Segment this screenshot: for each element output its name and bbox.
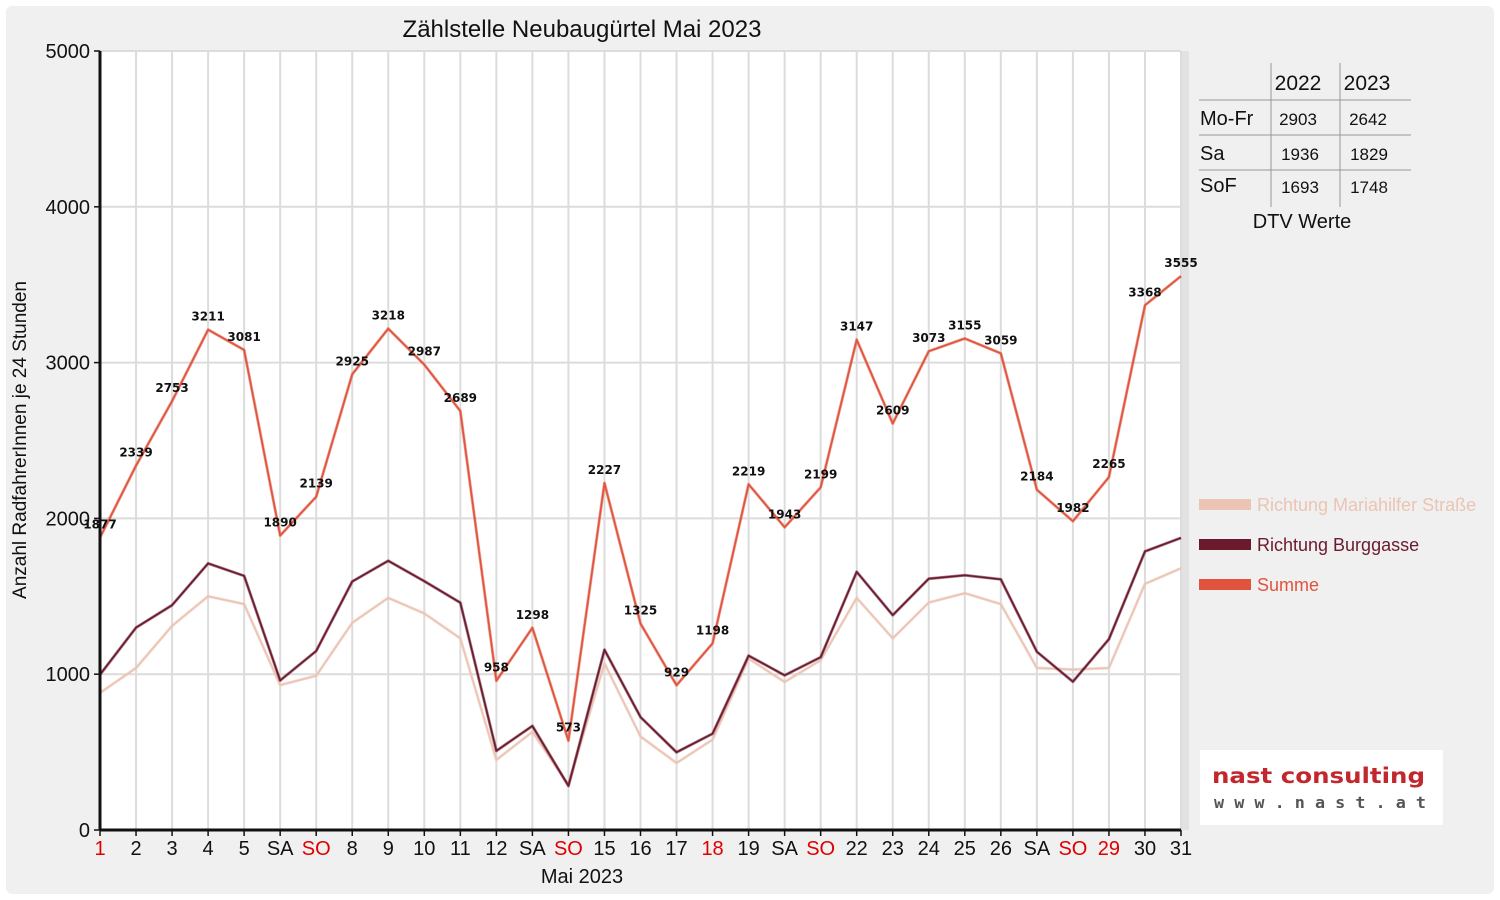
data-label: 3555 [1164, 256, 1197, 270]
legend-label-summe: Summe [1257, 575, 1319, 595]
x-tick-label: SA [519, 838, 546, 860]
data-label: 2219 [732, 464, 765, 478]
dtv-cell: 2642 [1349, 110, 1387, 129]
legend: Richtung Mariahilfer Straße Richtung Bur… [1199, 495, 1476, 595]
nast-consulting-logo: nast consulting w w w . n a s t . a t [1200, 750, 1443, 825]
dtv-cell: 1829 [1350, 145, 1388, 164]
data-label: 3218 [372, 309, 405, 323]
data-label: 2339 [119, 446, 152, 460]
chart-title: Zählstelle Neubaugürtel Mai 2023 [403, 16, 762, 43]
legend-label-burggasse: Richtung Burggasse [1257, 535, 1419, 555]
data-label: 3155 [948, 318, 981, 332]
x-axis-label: Mai 2023 [541, 866, 623, 888]
x-tick-label: 5 [239, 838, 250, 860]
x-tick-label: 25 [954, 838, 976, 860]
y-tick-label: 4000 [46, 197, 91, 219]
grid-layer [100, 50, 1182, 830]
x-tick-label: 22 [846, 838, 868, 860]
data-label: 2753 [155, 381, 188, 395]
x-tick-label: 23 [882, 838, 904, 860]
data-label: 2265 [1092, 457, 1125, 471]
data-label: 573 [556, 721, 581, 735]
x-tick-label: 9 [383, 838, 394, 860]
dtv-row-label: Mo-Fr [1200, 108, 1254, 130]
y-tick-label: 0 [79, 820, 90, 842]
x-tick-label: SA [267, 838, 294, 860]
data-label: 3081 [227, 330, 260, 344]
dtv-row-label: SoF [1200, 175, 1237, 197]
x-tick-label: 2 [130, 838, 141, 860]
data-label: 1890 [263, 516, 296, 530]
logo-name: nast consulting [1212, 764, 1425, 788]
legend-swatch-burggasse [1199, 539, 1251, 550]
data-label: 2199 [804, 467, 837, 481]
data-label: 2689 [444, 391, 477, 405]
data-label: 929 [664, 665, 689, 679]
x-tick-label: 18 [701, 838, 723, 860]
x-tick-label: 11 [450, 838, 471, 860]
data-label: 958 [484, 661, 509, 675]
x-tick-label: 16 [629, 838, 651, 860]
legend-swatch-mariahilfer [1199, 499, 1251, 510]
x-tick-label: 10 [413, 838, 435, 860]
series-layer [98, 274, 1182, 788]
dtv-header-2023: 2023 [1344, 72, 1391, 95]
dtv-caption: DTV Werte [1253, 211, 1352, 233]
dtv-header-2022: 2022 [1275, 72, 1322, 95]
y-tick-label: 1000 [46, 664, 91, 686]
data-label: 3368 [1128, 285, 1161, 299]
dtv-row-label: Sa [1200, 143, 1225, 165]
x-tick-label: 17 [665, 838, 687, 860]
legend-swatch-summe [1199, 579, 1251, 590]
y-tick-label: 2000 [46, 508, 91, 530]
data-label: 3211 [191, 310, 224, 324]
x-tick-label: 12 [485, 838, 507, 860]
x-tick-label: SA [1024, 838, 1051, 860]
x-tick-label: SO [554, 838, 583, 860]
data-label: 1943 [768, 507, 801, 521]
x-tick-label: SO [806, 838, 835, 860]
data-label: 1298 [516, 608, 549, 622]
dtv-cell: 2903 [1279, 110, 1317, 129]
x-tick-label: 26 [990, 838, 1012, 860]
dtv-cell: 1936 [1281, 145, 1319, 164]
dtv-cell: 1693 [1281, 178, 1319, 197]
y-tick-label: 5000 [46, 41, 91, 63]
data-label: 1325 [624, 604, 657, 618]
x-tick-label: 31 [1170, 838, 1192, 860]
data-label: 3147 [840, 320, 873, 334]
data-label: 2227 [588, 463, 621, 477]
data-label: 2609 [876, 404, 909, 418]
data-label: 2987 [408, 345, 441, 359]
data-label-layer: 1877233927533211308118902139292532182987… [83, 256, 1197, 735]
x-tick-label: 30 [1134, 838, 1156, 860]
data-label: 2925 [336, 354, 369, 368]
x-tick-label: 1 [94, 838, 105, 860]
legend-label-mariahilfer: Richtung Mariahilfer Straße [1257, 495, 1476, 515]
x-tick-label: SA [771, 838, 798, 860]
x-tick-label: SO [302, 838, 331, 860]
dtv-cell: 1748 [1350, 178, 1388, 197]
data-label: 1982 [1056, 501, 1089, 515]
data-label: 2139 [299, 477, 332, 491]
data-label: 2184 [1020, 470, 1053, 484]
y-axis-label: Anzahl RadfahrerInnen je 24 Stunden [10, 281, 31, 599]
y-tick-label: 3000 [46, 353, 91, 375]
x-tick-label: SO [1058, 838, 1087, 860]
x-tick-label: 3 [167, 838, 178, 860]
data-label: 3059 [984, 333, 1017, 347]
logo-url: w w w . n a s t . a t [1214, 793, 1426, 812]
x-tick-label: 15 [593, 838, 615, 860]
data-label: 3073 [912, 331, 945, 345]
data-label: 1198 [696, 623, 729, 637]
x-tick-label: 24 [918, 838, 940, 860]
x-tick-label: 8 [347, 838, 358, 860]
x-tick-label: 29 [1098, 838, 1120, 860]
x-tick-label: 19 [737, 838, 759, 860]
dtv-table: 2022 2023 Mo-Fr 2903 2642 Sa 1936 1829 S… [1199, 63, 1411, 233]
x-tick-label: 4 [203, 838, 214, 860]
